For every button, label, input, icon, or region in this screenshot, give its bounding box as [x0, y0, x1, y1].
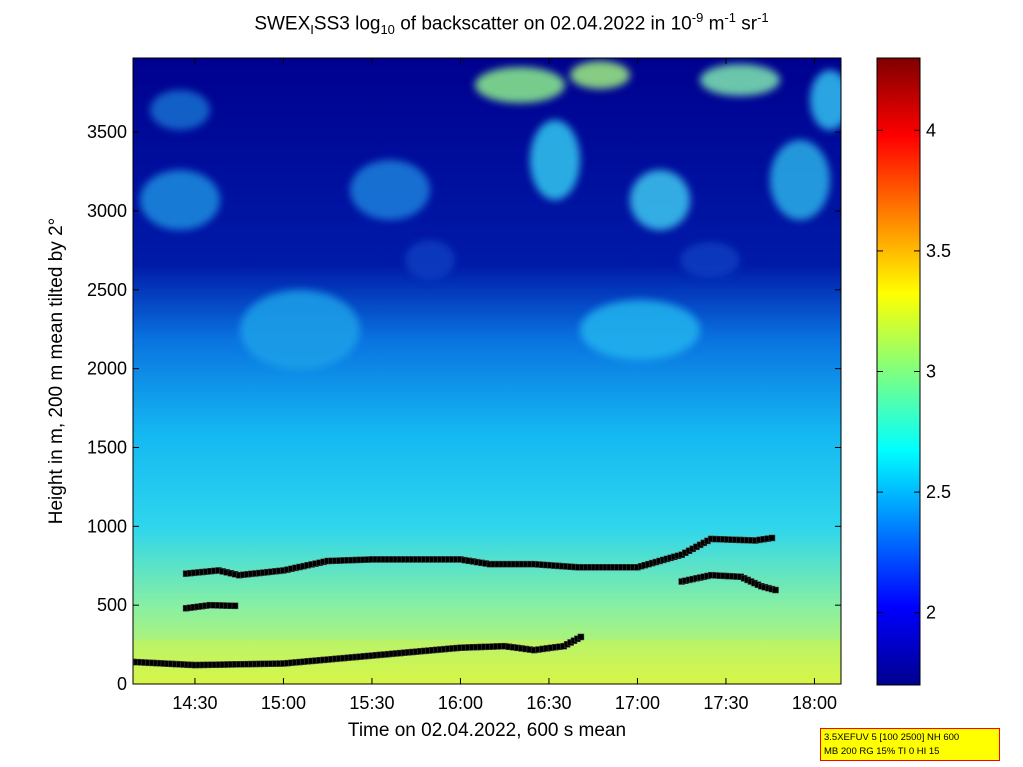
colorbar-tick-label-0: 2: [926, 603, 936, 623]
boundary-layer-top: [182, 534, 776, 579]
layer-marker: [768, 534, 776, 542]
x-tick-label-0: 14:30: [172, 693, 217, 713]
second-layer-low: [182, 601, 239, 612]
y-tick-label-4: 2000: [87, 359, 127, 379]
chart-title: SWEXISS3 log10 of backscatter on 02.04.2…: [254, 10, 769, 38]
layer-marker: [772, 586, 779, 594]
x-tick-label-2: 15:30: [349, 693, 394, 713]
x-tick-label-3: 16:00: [438, 693, 483, 713]
x-axis: 14:30 15:00 15:30 16:00 16:30 17:00 17:30 18:00: [172, 58, 837, 713]
y-tick-label-3: 1500: [87, 437, 127, 457]
colorbar-tick-label-4: 4: [926, 120, 936, 140]
backscatter-heatmap: [133, 58, 841, 684]
y-axis: 0 500 1000 1500 2000 2500 3000 3500: [87, 122, 841, 694]
y-tick-label-7: 3500: [87, 122, 127, 142]
y-axis-label: Height in m, 200 m mean tilted by 2°: [46, 218, 67, 524]
colorbar-tick-label-3: 3.5: [926, 241, 951, 261]
layer-marker: [577, 633, 585, 641]
y-tick-label-2: 1000: [87, 516, 127, 536]
y-tick-label-1: 500: [97, 595, 127, 615]
x-tick-label-4: 16:30: [526, 693, 571, 713]
colorbar-tick-label-2: 3: [926, 362, 936, 382]
settings-line-2: MB 200 RG 15% TI 0 HI 15: [824, 746, 940, 757]
instrument-settings-box: 3.5XEFUV 5 [100 2500] NH 600 MB 200 RG 1…: [820, 728, 1000, 761]
y-tick-label-6: 3000: [87, 201, 127, 221]
y-tick-label-0: 0: [117, 674, 127, 694]
colorbar: [876, 57, 921, 686]
second-layer-right: [678, 571, 779, 594]
y-tick-label-5: 2500: [87, 280, 127, 300]
cloud-layer-markers: [133, 534, 779, 669]
x-tick-label-6: 17:30: [703, 693, 748, 713]
settings-line-1: 3.5XEFUV 5 [100 2500] NH 600: [824, 732, 960, 743]
x-tick-label-5: 17:00: [615, 693, 660, 713]
x-axis-label: Time on 02.04.2022, 600 s mean: [348, 720, 626, 741]
layer-marker: [231, 602, 239, 610]
colorbar-tick-label-1: 2.5: [926, 482, 951, 502]
plot-frame: [132, 57, 842, 685]
x-tick-label-7: 18:00: [792, 693, 837, 713]
x-tick-label-1: 15:00: [261, 693, 306, 713]
cloud-base-layer: [133, 633, 585, 669]
colorbar-axis: 2 2.5 3 3.5 4: [877, 120, 951, 623]
